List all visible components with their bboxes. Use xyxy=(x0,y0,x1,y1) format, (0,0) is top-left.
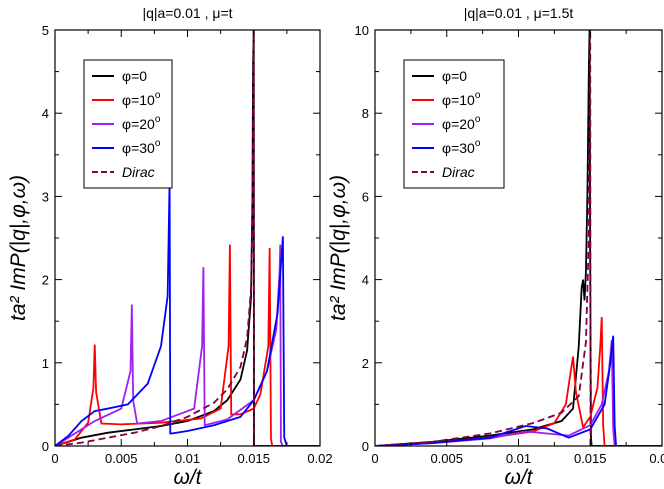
y-tick-label: 4 xyxy=(42,106,49,121)
chart-panel-left: 0 0.005 0.01 0.015 0.02 0 1 2 3 4 5 |q|a=0.01 , μ=t… xyxy=(7,5,333,489)
legend-label: φ=20o xyxy=(122,114,161,132)
y-axis-label: ta² ImP(|q|,φ,ω) xyxy=(7,175,30,321)
x-tick-label: 0.005 xyxy=(430,451,463,466)
x-tick-label: 0.01 xyxy=(506,451,531,466)
legend-label: φ=30o xyxy=(442,138,481,156)
legend-superscript: o xyxy=(475,138,481,149)
y-axis-label: ta² ImP(|q|,φ,ω) xyxy=(327,175,350,321)
legend-label: Dirac xyxy=(442,164,475,180)
y-tick-label: 1 xyxy=(42,356,49,371)
legend-label: φ=30o xyxy=(122,138,161,156)
y-tick-label: 3 xyxy=(42,189,49,204)
x-tick-label: 0 xyxy=(371,451,378,466)
chart-title: |q|a=0.01 , μ=1.5t xyxy=(464,5,574,21)
x-axis-label: ω/t xyxy=(504,466,533,489)
y-tick-label: 2 xyxy=(42,273,49,288)
x-tick-label: 0.01 xyxy=(175,451,200,466)
series-line-Dirac xyxy=(55,30,320,446)
legend-superscript: o xyxy=(475,90,481,101)
series-line-Dirac xyxy=(375,30,662,446)
series-line-30 xyxy=(375,335,662,446)
legend-superscript: o xyxy=(475,114,481,125)
legend-superscript: o xyxy=(155,90,161,101)
legend-superscript: o xyxy=(155,114,161,125)
y-tick-label: 0 xyxy=(362,439,369,454)
legend-label: φ=0 xyxy=(442,68,467,84)
x-tick-label: 0.02 xyxy=(307,451,332,466)
chart-panel-right: 0 0.005 0.01 0.015 0.02 0 2 4 6 8 10 |q|a=0.01 , μ=… xyxy=(327,5,664,489)
series-line-20 xyxy=(55,244,320,446)
y-tick-label: 8 xyxy=(362,106,369,121)
y-tick-label: 6 xyxy=(362,189,369,204)
x-axis-label: ω/t xyxy=(173,466,202,489)
series-line-20 xyxy=(375,339,662,446)
series-line-10 xyxy=(55,244,320,446)
legend-label: Dirac xyxy=(122,164,155,180)
x-tick-label: 0 xyxy=(51,451,58,466)
legend-label: φ=10o xyxy=(442,90,481,108)
x-tick-label: 0.015 xyxy=(574,451,607,466)
legend-label: φ=0 xyxy=(122,68,147,84)
y-tick-label: 4 xyxy=(362,273,369,288)
y-tick-label: 10 xyxy=(355,23,369,38)
chart-title: |q|a=0.01 , μ=t xyxy=(142,5,232,21)
series-line-30 xyxy=(55,179,320,446)
legend-label: φ=20o xyxy=(442,114,481,132)
y-tick-label: 5 xyxy=(42,23,49,38)
y-tick-label: 0 xyxy=(42,439,49,454)
x-tick-label: 0.02 xyxy=(649,451,664,466)
x-tick-label: 0.015 xyxy=(237,451,270,466)
series-line-0 xyxy=(375,30,662,446)
legend-superscript: o xyxy=(155,138,161,149)
legend: φ=0 φ=10o φ=20o φ=30o Dirac xyxy=(83,59,173,189)
x-tick-label: 0.005 xyxy=(105,451,138,466)
legend: φ=0 φ=10o φ=20o φ=30o Dirac xyxy=(403,59,505,189)
legend-label: φ=10o xyxy=(122,90,161,108)
y-tick-label: 2 xyxy=(362,356,369,371)
